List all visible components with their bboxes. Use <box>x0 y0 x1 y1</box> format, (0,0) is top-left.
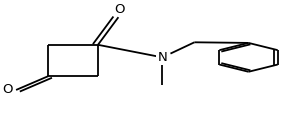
Text: O: O <box>2 83 12 96</box>
Text: O: O <box>115 3 125 16</box>
Text: N: N <box>157 51 167 64</box>
